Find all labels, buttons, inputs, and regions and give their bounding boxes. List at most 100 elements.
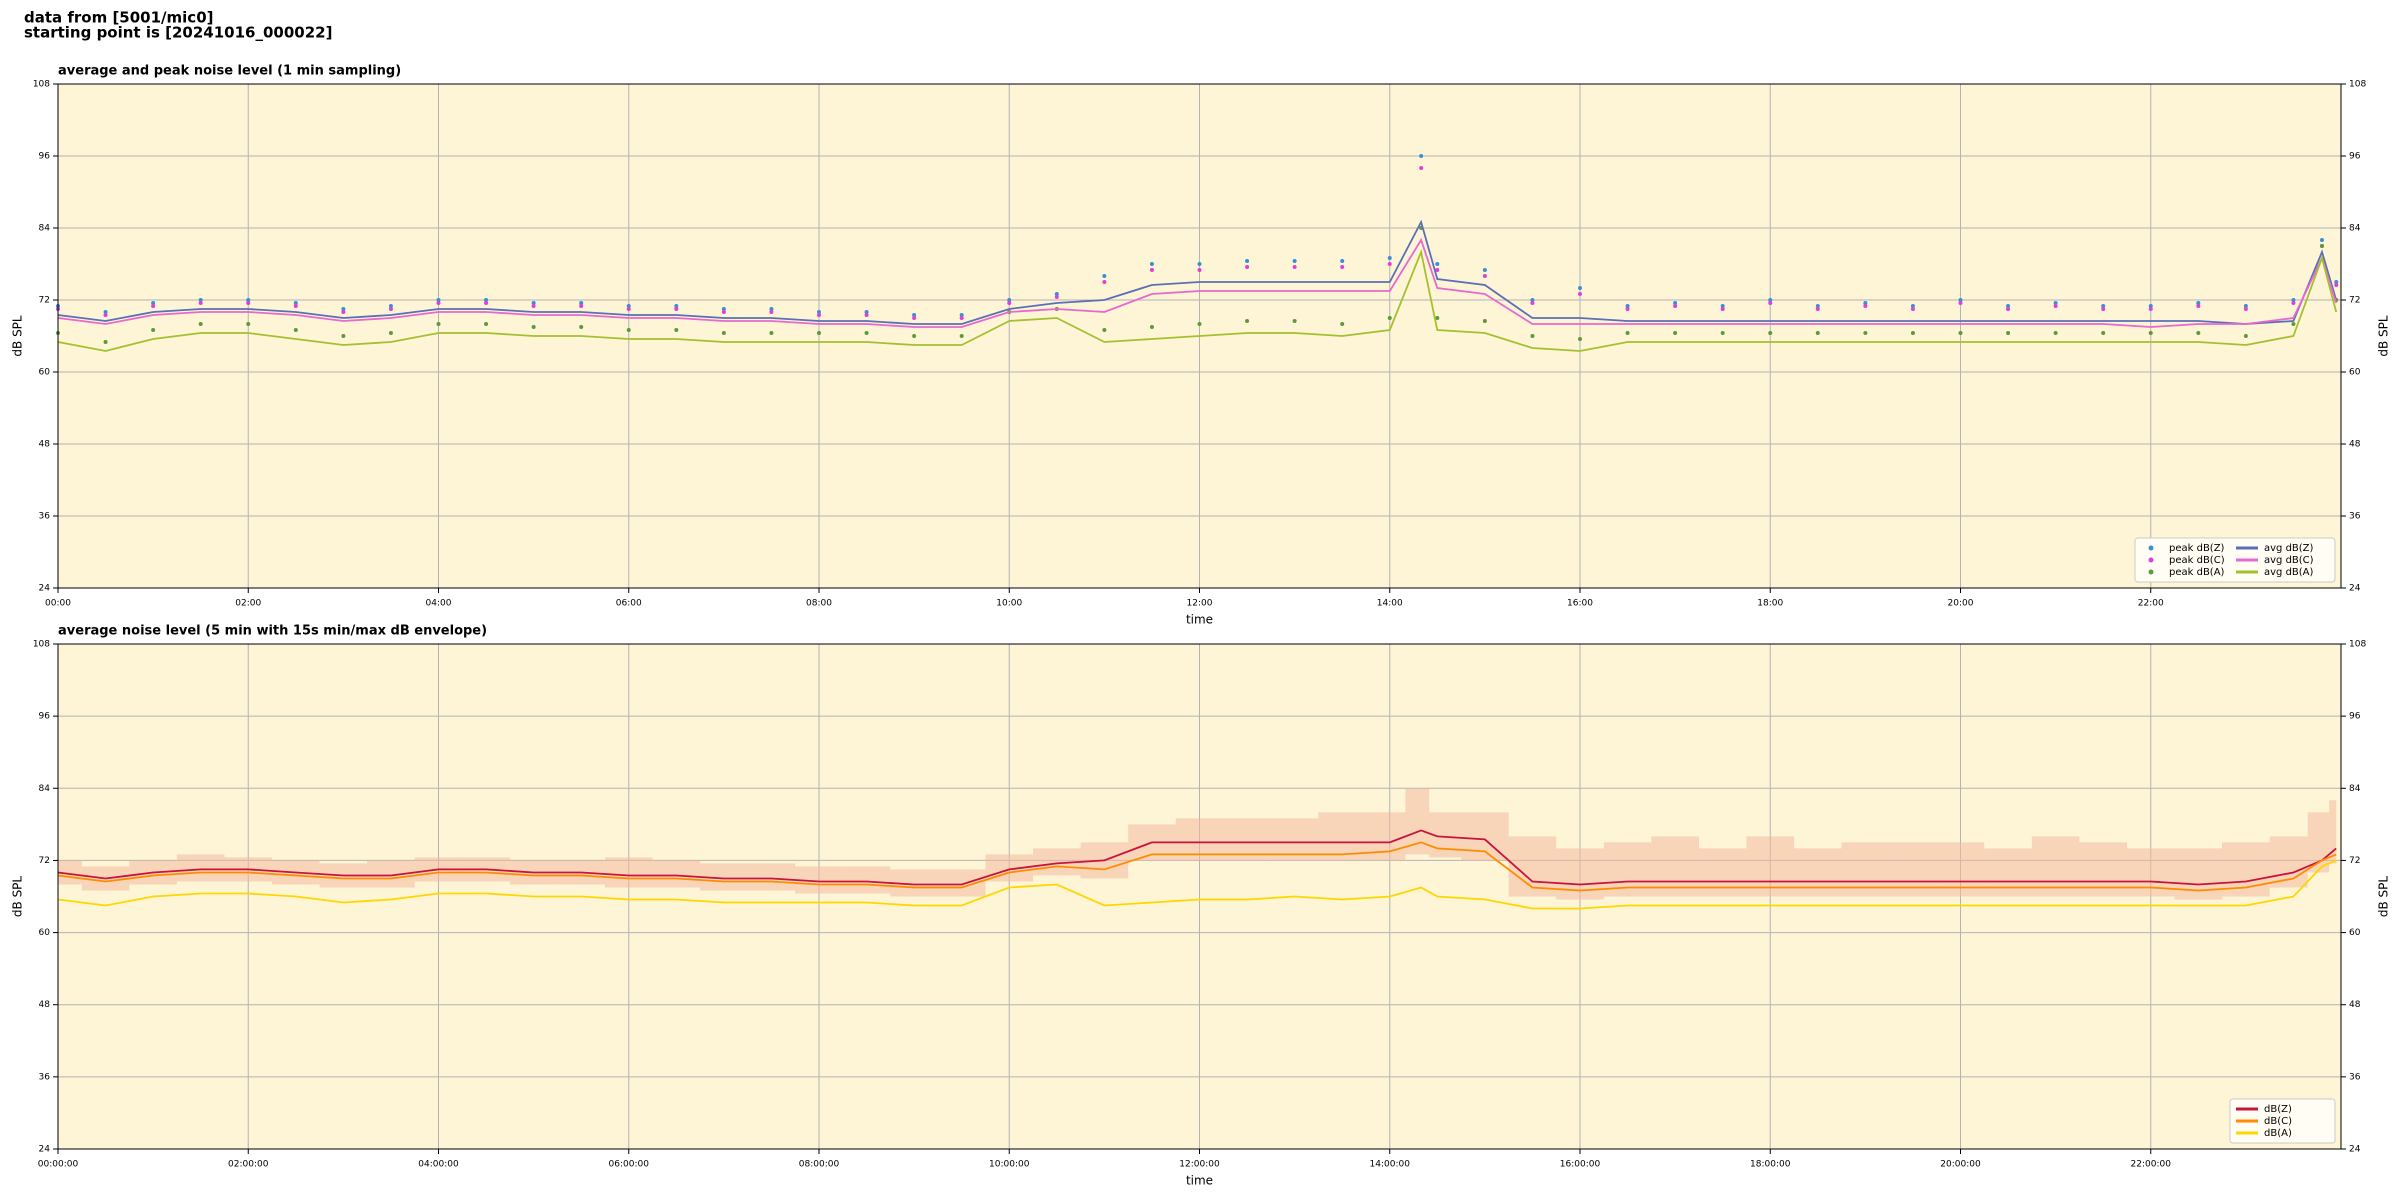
envelope xyxy=(1405,788,1430,855)
legend-label: dB(A) xyxy=(2264,1128,2292,1139)
peak-point xyxy=(2053,301,2058,305)
peak-point xyxy=(2196,304,2201,308)
y-tick-label: 96 xyxy=(39,712,51,722)
envelope xyxy=(2307,812,2330,873)
peak-point xyxy=(1245,319,1250,323)
peak-point xyxy=(1768,331,1773,335)
peak-point xyxy=(1102,280,1107,284)
peak-point xyxy=(1482,274,1487,278)
y-tick-label: 24 xyxy=(39,1145,51,1155)
peak-point xyxy=(1625,307,1630,311)
x-tick-label: 22:00 xyxy=(2138,599,2164,609)
peak-point xyxy=(2319,238,2324,242)
x-tick-label: 10:00 xyxy=(996,599,1022,609)
peak-point xyxy=(198,301,203,305)
x-tick-label: 02:00:00 xyxy=(228,1160,269,1170)
peak-point xyxy=(1768,301,1773,305)
peak-point xyxy=(103,340,108,344)
y-tick-label: 36 xyxy=(2349,512,2361,522)
peak-point xyxy=(912,316,917,320)
peak-point xyxy=(626,304,631,308)
peak-point xyxy=(674,328,679,332)
peak-point xyxy=(674,307,679,311)
y-tick-label: 72 xyxy=(39,856,50,866)
envelope xyxy=(2329,800,2337,864)
peak-point xyxy=(2101,307,2106,311)
peak-point xyxy=(1910,331,1915,335)
series-line xyxy=(57,841,2337,892)
peak-point xyxy=(769,310,774,314)
x-tick-label: 06:00 xyxy=(616,599,642,609)
y-tick-label: 108 xyxy=(2349,640,2366,650)
peak-point xyxy=(1435,262,1440,266)
peak-point xyxy=(531,325,536,329)
peak-point xyxy=(436,298,441,302)
peak-point xyxy=(1530,334,1535,338)
peak-point xyxy=(246,322,251,326)
peak-point xyxy=(151,301,156,305)
peak-point xyxy=(1815,331,1820,335)
x-tick-label: 08:00 xyxy=(806,599,832,609)
peak-point xyxy=(721,310,726,314)
peak-point xyxy=(1340,322,1345,326)
y-axis-label: dB SPL xyxy=(11,315,25,357)
x-tick-label: 02:00 xyxy=(235,599,261,609)
y-axis-label: dB SPL xyxy=(11,876,25,918)
peak-point xyxy=(2006,307,2011,311)
x-tick-label: 04:00 xyxy=(426,599,452,609)
y-tick-label: 36 xyxy=(39,1072,51,1082)
y-tick-label: 36 xyxy=(2349,1072,2361,1082)
series-line xyxy=(57,219,2338,325)
y-tick-label: 84 xyxy=(39,784,51,794)
peak-point xyxy=(2006,304,2011,308)
y-tick-label: 48 xyxy=(2349,440,2361,450)
y-tick-label: 84 xyxy=(2349,224,2361,234)
y-tick-label: 24 xyxy=(39,584,51,594)
peak-point xyxy=(484,322,489,326)
peak-point xyxy=(1419,154,1424,158)
x-tick-label: 08:00:00 xyxy=(799,1160,840,1170)
peak-point xyxy=(1910,307,1915,311)
peak-point xyxy=(2334,283,2339,287)
x-tick-label: 00:00:00 xyxy=(38,1160,79,1170)
legend-label: avg dB(Z) xyxy=(2264,543,2314,554)
peak-point xyxy=(817,310,821,314)
peak-point xyxy=(864,331,869,335)
x-tick-label: 20:00 xyxy=(1948,599,1974,609)
envelope xyxy=(1651,836,1699,897)
peak-point xyxy=(912,313,917,317)
subplot: average and peak noise level (1 min samp… xyxy=(11,64,2391,627)
x-tick-label: 22:00:00 xyxy=(2131,1160,2172,1170)
peak-point xyxy=(246,298,251,302)
peak-point xyxy=(1958,298,1963,302)
envelope xyxy=(1698,848,1747,897)
peak-point xyxy=(864,310,869,314)
legend-label: peak dB(Z) xyxy=(2169,543,2225,554)
axes-title: average noise level (5 min with 15s min/… xyxy=(58,624,487,639)
peak-point xyxy=(674,304,679,308)
x-tick-label: 18:00:00 xyxy=(1750,1160,1791,1170)
legend-label: peak dB(A) xyxy=(2169,567,2225,578)
peak-point xyxy=(2319,244,2324,248)
peak-point xyxy=(2291,322,2296,326)
envelope xyxy=(1223,818,1271,861)
peak-point xyxy=(2053,304,2058,308)
peak-point xyxy=(531,301,536,305)
y-tick-label: 96 xyxy=(39,152,51,162)
series-line xyxy=(57,237,2338,328)
envelope xyxy=(842,866,891,894)
peak-point xyxy=(1625,331,1630,335)
peak-point xyxy=(2053,331,2058,335)
peak-point xyxy=(1419,166,1424,170)
y-tick-label: 72 xyxy=(2349,856,2360,866)
legend: peak dB(Z)peak dB(C)peak dB(A)avg dB(Z)a… xyxy=(2134,537,2336,583)
peak-point xyxy=(436,322,441,326)
y-tick-label: 48 xyxy=(2349,1000,2361,1010)
peak-point xyxy=(1720,304,1725,308)
legend-label: avg dB(C) xyxy=(2264,555,2314,566)
peak-point xyxy=(1007,298,1012,302)
peak-point xyxy=(769,331,774,335)
peak-point xyxy=(769,307,774,311)
peak-point xyxy=(1435,316,1440,320)
peak-point xyxy=(1387,256,1392,260)
